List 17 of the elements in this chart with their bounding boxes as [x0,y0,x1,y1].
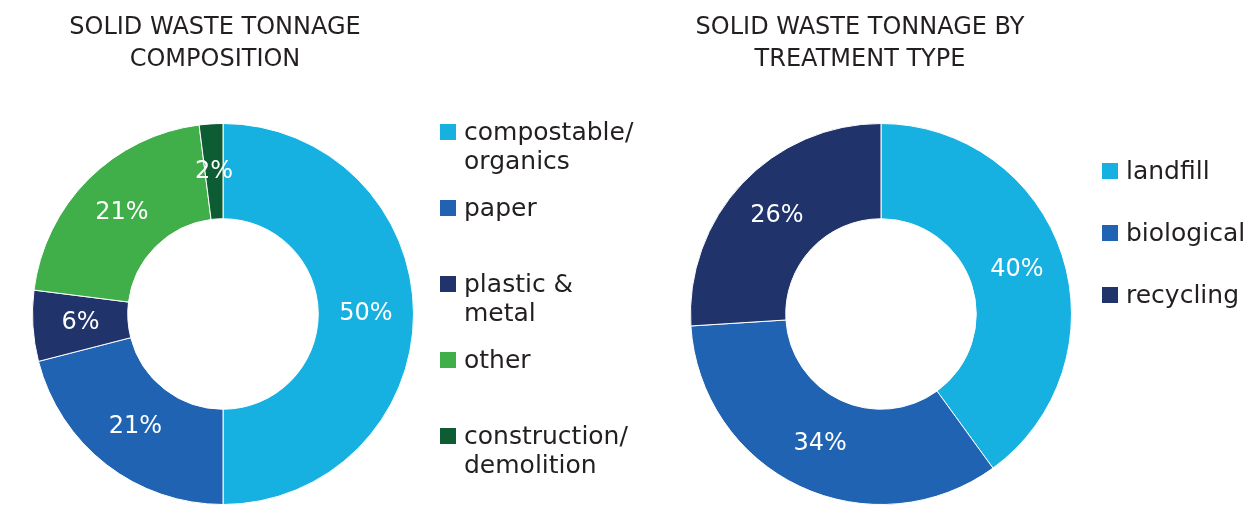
chart-title: SOLID WASTE TONNAGE BY TREATMENT TYPE [694,11,1026,74]
data-label: 34% [793,427,847,456]
legend-label: landfill [1126,156,1211,185]
legend-label: construction/demolition [464,421,629,479]
data-label: 21% [108,411,163,440]
legend-label: plastic & metal [464,269,575,327]
data-label: 6% [61,307,100,336]
legend-label: recycling [1126,280,1240,309]
chart-title: SOLID WASTE TONNAGE COMPOSITION [68,11,362,74]
legend-label: compostable/organics [464,117,635,175]
legend-label: other [464,345,532,374]
legend-label: paper [464,193,538,222]
data-label: 40% [990,254,1044,283]
data-label: 50% [339,298,393,327]
data-label: 21% [95,197,149,226]
legend-label: biological [1126,218,1247,247]
data-label: 26% [750,200,804,229]
